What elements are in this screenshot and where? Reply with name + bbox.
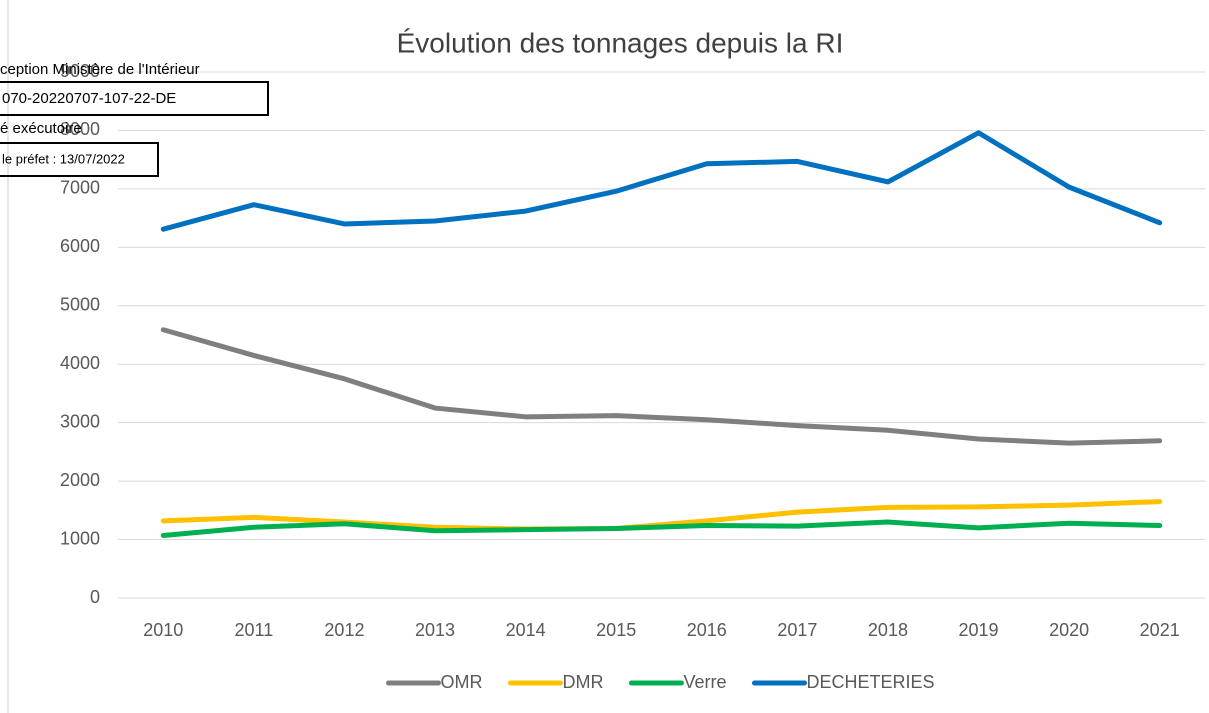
y-tick-label: 5000 <box>60 295 100 315</box>
y-tick-label: 3000 <box>60 411 100 431</box>
legend-label: OMR <box>440 672 482 692</box>
y-tick-label: 1000 <box>60 528 100 548</box>
x-tick-label: 2020 <box>1049 620 1089 640</box>
series-line <box>160 130 1163 232</box>
stamp-text: le préfet : 13/07/2022 <box>2 151 125 166</box>
stamp: ception Ministère de l'Intérieur 070-202… <box>0 61 269 177</box>
x-tick-label: 2021 <box>1140 620 1180 640</box>
x-tick-label: 2015 <box>596 620 636 640</box>
plot: 0 1000 2000 3000 4000 5000 6000 7000 8000 9000 201… <box>60 61 1205 640</box>
y-tick-label: 2000 <box>60 470 100 490</box>
series-line <box>160 519 1163 538</box>
x-tick-label: 2011 <box>235 620 274 640</box>
stamp-text: ception Ministère de l'Intérieur <box>0 61 200 78</box>
y-tick-label: 6000 <box>60 236 100 256</box>
x-tick-label: 2013 <box>415 620 455 640</box>
stamp-box <box>0 81 269 116</box>
y-tick-label: 0 <box>90 587 100 607</box>
x-tick-label: 2014 <box>506 620 546 640</box>
x-tick-label: 2016 <box>687 620 727 640</box>
stamp-text: 070-20220707-107-22-DE <box>2 90 176 107</box>
legend-label: DECHETERIES <box>807 672 935 692</box>
y-tick-label: 7000 <box>60 178 100 198</box>
stamp-text: é exécutoire <box>0 120 82 137</box>
chart-title: Évolution des tonnages depuis la RI <box>397 27 844 58</box>
series-line <box>160 327 1163 446</box>
legend-label: Verre <box>683 672 726 692</box>
y-tick-label: 4000 <box>60 353 100 373</box>
legend: OMR DMR Verre DECHETERIES <box>385 672 935 692</box>
y-tick-label: 9000 <box>60 61 100 81</box>
y-tick-label: 8000 <box>60 119 100 139</box>
legend-label: DMR <box>562 672 603 692</box>
x-tick-label: 2019 <box>959 620 999 640</box>
x-tick-label: 2010 <box>143 620 183 640</box>
x-tick-label: 2012 <box>324 620 364 640</box>
x-tick-label: 2018 <box>868 620 908 640</box>
stamp-box <box>0 142 159 177</box>
x-tick-label: 2017 <box>777 620 817 640</box>
